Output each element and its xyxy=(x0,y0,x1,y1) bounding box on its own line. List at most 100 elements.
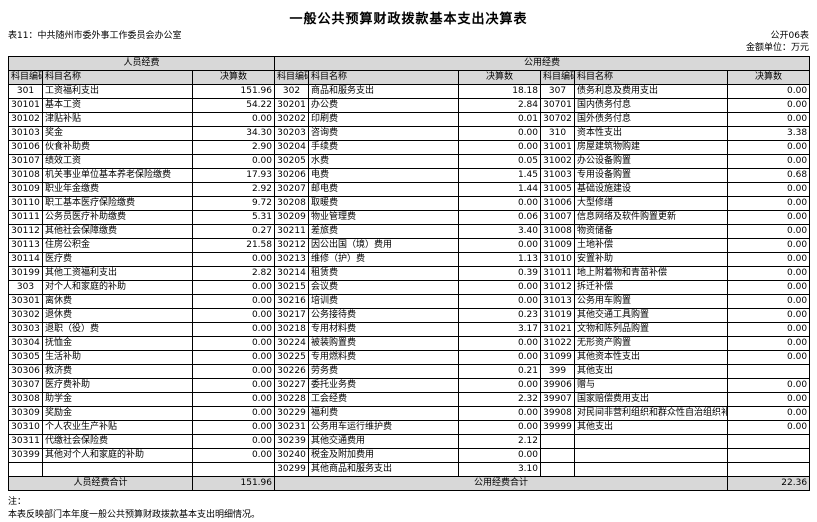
row-code-public-a: 30202 xyxy=(274,112,309,127)
row-amount-personnel: 0.00 xyxy=(192,322,275,337)
row-name-public-b: 物资储备 xyxy=(574,224,728,239)
public-total-label: 公用经费合计 xyxy=(274,476,728,491)
row-name-public-b: 办公设备购置 xyxy=(574,154,728,169)
row-code-public-a: 30239 xyxy=(274,434,309,449)
row-amount-public-b: 0.00 xyxy=(726,182,811,197)
row-code-personnel: 30302 xyxy=(8,308,43,323)
row-name-public-b: 土地补偿 xyxy=(574,238,728,253)
row-name-personnel: 其他工资福利支出 xyxy=(42,266,193,281)
row-code-public-b: 310 xyxy=(540,126,575,141)
row-amount-public-a: 0.23 xyxy=(458,308,541,323)
row-amount-public-b: 0.00 xyxy=(726,336,811,351)
row-code-public-a: 30225 xyxy=(274,350,309,365)
row-code-personnel: 30304 xyxy=(8,336,43,351)
header-code-1: 科目编码 xyxy=(8,70,43,85)
row-amount-public-a: 0.00 xyxy=(458,126,541,141)
row-code-public-a: 30211 xyxy=(274,224,309,239)
row-code-public-b: 31022 xyxy=(540,336,575,351)
table-row: 30110 职工基本医疗保险缴费 9.72 30208 取暖费 0.00 31006 大型修缮… xyxy=(8,196,811,211)
row-name-public-a: 差旅费 xyxy=(308,224,459,239)
row-name-public-b: 对民间非营利组织和群众性自治组织补助 xyxy=(574,406,728,421)
row-amount-public-a: 0.00 xyxy=(458,336,541,351)
row-code-public-b: 31099 xyxy=(540,350,575,365)
row-amount-public-b: 0.00 xyxy=(726,112,811,127)
row-code-personnel: 30307 xyxy=(8,378,43,393)
row-code-public-b: 31002 xyxy=(540,154,575,169)
row-code-public-b: 31012 xyxy=(540,280,575,295)
header-name-3: 科目名称 xyxy=(574,70,728,85)
table-row: 30113 住房公积金 21.58 30212 因公出国（境）费用 0.00 31009 土地… xyxy=(8,238,811,253)
table-row: 30305 生活补助 0.00 30225 专用燃料费 0.00 31099 其他资本性支出 0… xyxy=(8,350,811,365)
row-amount-personnel: 34.30 xyxy=(192,126,275,141)
budget-table: 人员经费 公用经费 科目编码 科目名称 决算数 科目编码 科目名称 决算数 科目… xyxy=(8,56,811,491)
row-code-public-a: 30207 xyxy=(274,182,309,197)
row-amount-personnel: 2.82 xyxy=(192,266,275,281)
row-amount-public-a: 1.44 xyxy=(458,182,541,197)
row-amount-personnel: 0.00 xyxy=(192,350,275,365)
table-row: 30302 退休费 0.00 30217 公务接待费 0.23 31019 其他交通工具购置 0… xyxy=(8,308,811,323)
row-amount-public-b: 0.00 xyxy=(726,210,811,225)
footer-line-1: 注： xyxy=(8,497,27,507)
row-code-public-a: 30216 xyxy=(274,294,309,309)
row-amount-public-b: 0.00 xyxy=(726,140,811,155)
row-name-public-a: 专用材料费 xyxy=(308,322,459,337)
row-name-public-a: 电费 xyxy=(308,168,459,183)
row-amount-public-b xyxy=(726,364,811,379)
row-name-public-b xyxy=(574,448,728,463)
table-row: 30311 代缴社会保险费 0.00 30239 其他交通费用 2.12 xyxy=(8,434,811,449)
row-amount-personnel: 2.90 xyxy=(192,140,275,155)
row-name-public-b: 其他资本性支出 xyxy=(574,350,728,365)
row-name-public-a: 专用燃料费 xyxy=(308,350,459,365)
row-amount-public-b: 0.00 xyxy=(726,154,811,169)
row-name-public-a: 因公出国（境）费用 xyxy=(308,238,459,253)
row-amount-public-a: 0.01 xyxy=(458,112,541,127)
row-code-personnel: 30112 xyxy=(8,224,43,239)
row-code-public-a: 30215 xyxy=(274,280,309,295)
row-amount-public-b: 3.38 xyxy=(726,126,811,141)
row-name-public-a: 其他商品和服务支出 xyxy=(308,462,459,477)
row-code-public-a: 30205 xyxy=(274,154,309,169)
row-name-personnel: 医疗费 xyxy=(42,252,193,267)
row-amount-public-a: 2.84 xyxy=(458,98,541,113)
row-code-personnel: 30107 xyxy=(8,154,43,169)
header-name-2: 科目名称 xyxy=(308,70,459,85)
row-name-personnel: 退职（役）费 xyxy=(42,322,193,337)
row-amount-personnel: 0.00 xyxy=(192,336,275,351)
row-name-public-a: 公务用车运行维护费 xyxy=(308,420,459,435)
row-name-personnel xyxy=(42,462,193,477)
unit-name: 中共随州市委外事工作委员会办公室 xyxy=(37,31,182,41)
row-code-personnel: 30309 xyxy=(8,406,43,421)
row-amount-public-a: 2.32 xyxy=(458,392,541,407)
row-amount-public-a: 0.00 xyxy=(458,140,541,155)
row-code-personnel: 30311 xyxy=(8,434,43,449)
header-amount-1: 决算数 xyxy=(192,70,275,85)
row-name-personnel: 对个人和家庭的补助 xyxy=(42,280,193,295)
row-name-public-a: 邮电费 xyxy=(308,182,459,197)
footer-note: 注： 本表反映部门本年度一般公共预算财政拨款基本支出明细情况。 xyxy=(8,496,809,522)
row-code-public-a: 30204 xyxy=(274,140,309,155)
row-amount-public-b: 0.00 xyxy=(726,420,811,435)
row-name-public-a: 印刷费 xyxy=(308,112,459,127)
row-code-public-b: 31007 xyxy=(540,210,575,225)
row-name-public-b: 信息网络及软件购置更新 xyxy=(574,210,728,225)
row-name-public-b: 国内债务付息 xyxy=(574,98,728,113)
row-name-personnel: 医疗费补助 xyxy=(42,378,193,393)
row-code-public-b xyxy=(540,462,575,477)
footer-line-2: 本表反映部门本年度一般公共预算财政拨款基本支出明细情况。 xyxy=(8,510,261,520)
row-amount-public-a: 0.05 xyxy=(458,154,541,169)
row-name-public-a: 福利费 xyxy=(308,406,459,421)
row-code-public-a: 30206 xyxy=(274,168,309,183)
row-name-public-a: 水费 xyxy=(308,154,459,169)
row-code-personnel: 30199 xyxy=(8,266,43,281)
row-code-public-a: 30217 xyxy=(274,308,309,323)
table-row: 301 工资福利支出 151.96 302 商品和服务支出 18.18 307 债务利息及费用… xyxy=(8,84,811,99)
row-name-public-a: 商品和服务支出 xyxy=(308,84,459,99)
row-code-personnel: 301 xyxy=(8,84,43,99)
meta-row-1: 表11：中共随州市委外事工作委员会办公室 公开06表 xyxy=(8,30,809,42)
table-row: 30114 医疗费 0.00 30213 维修（护）费 1.13 31010 安置补助 0.00 xyxy=(8,252,811,267)
row-name-public-a: 工会经费 xyxy=(308,392,459,407)
row-code-personnel: 30101 xyxy=(8,98,43,113)
row-name-personnel: 奖励金 xyxy=(42,406,193,421)
row-code-personnel: 30303 xyxy=(8,322,43,337)
row-code-personnel: 30102 xyxy=(8,112,43,127)
